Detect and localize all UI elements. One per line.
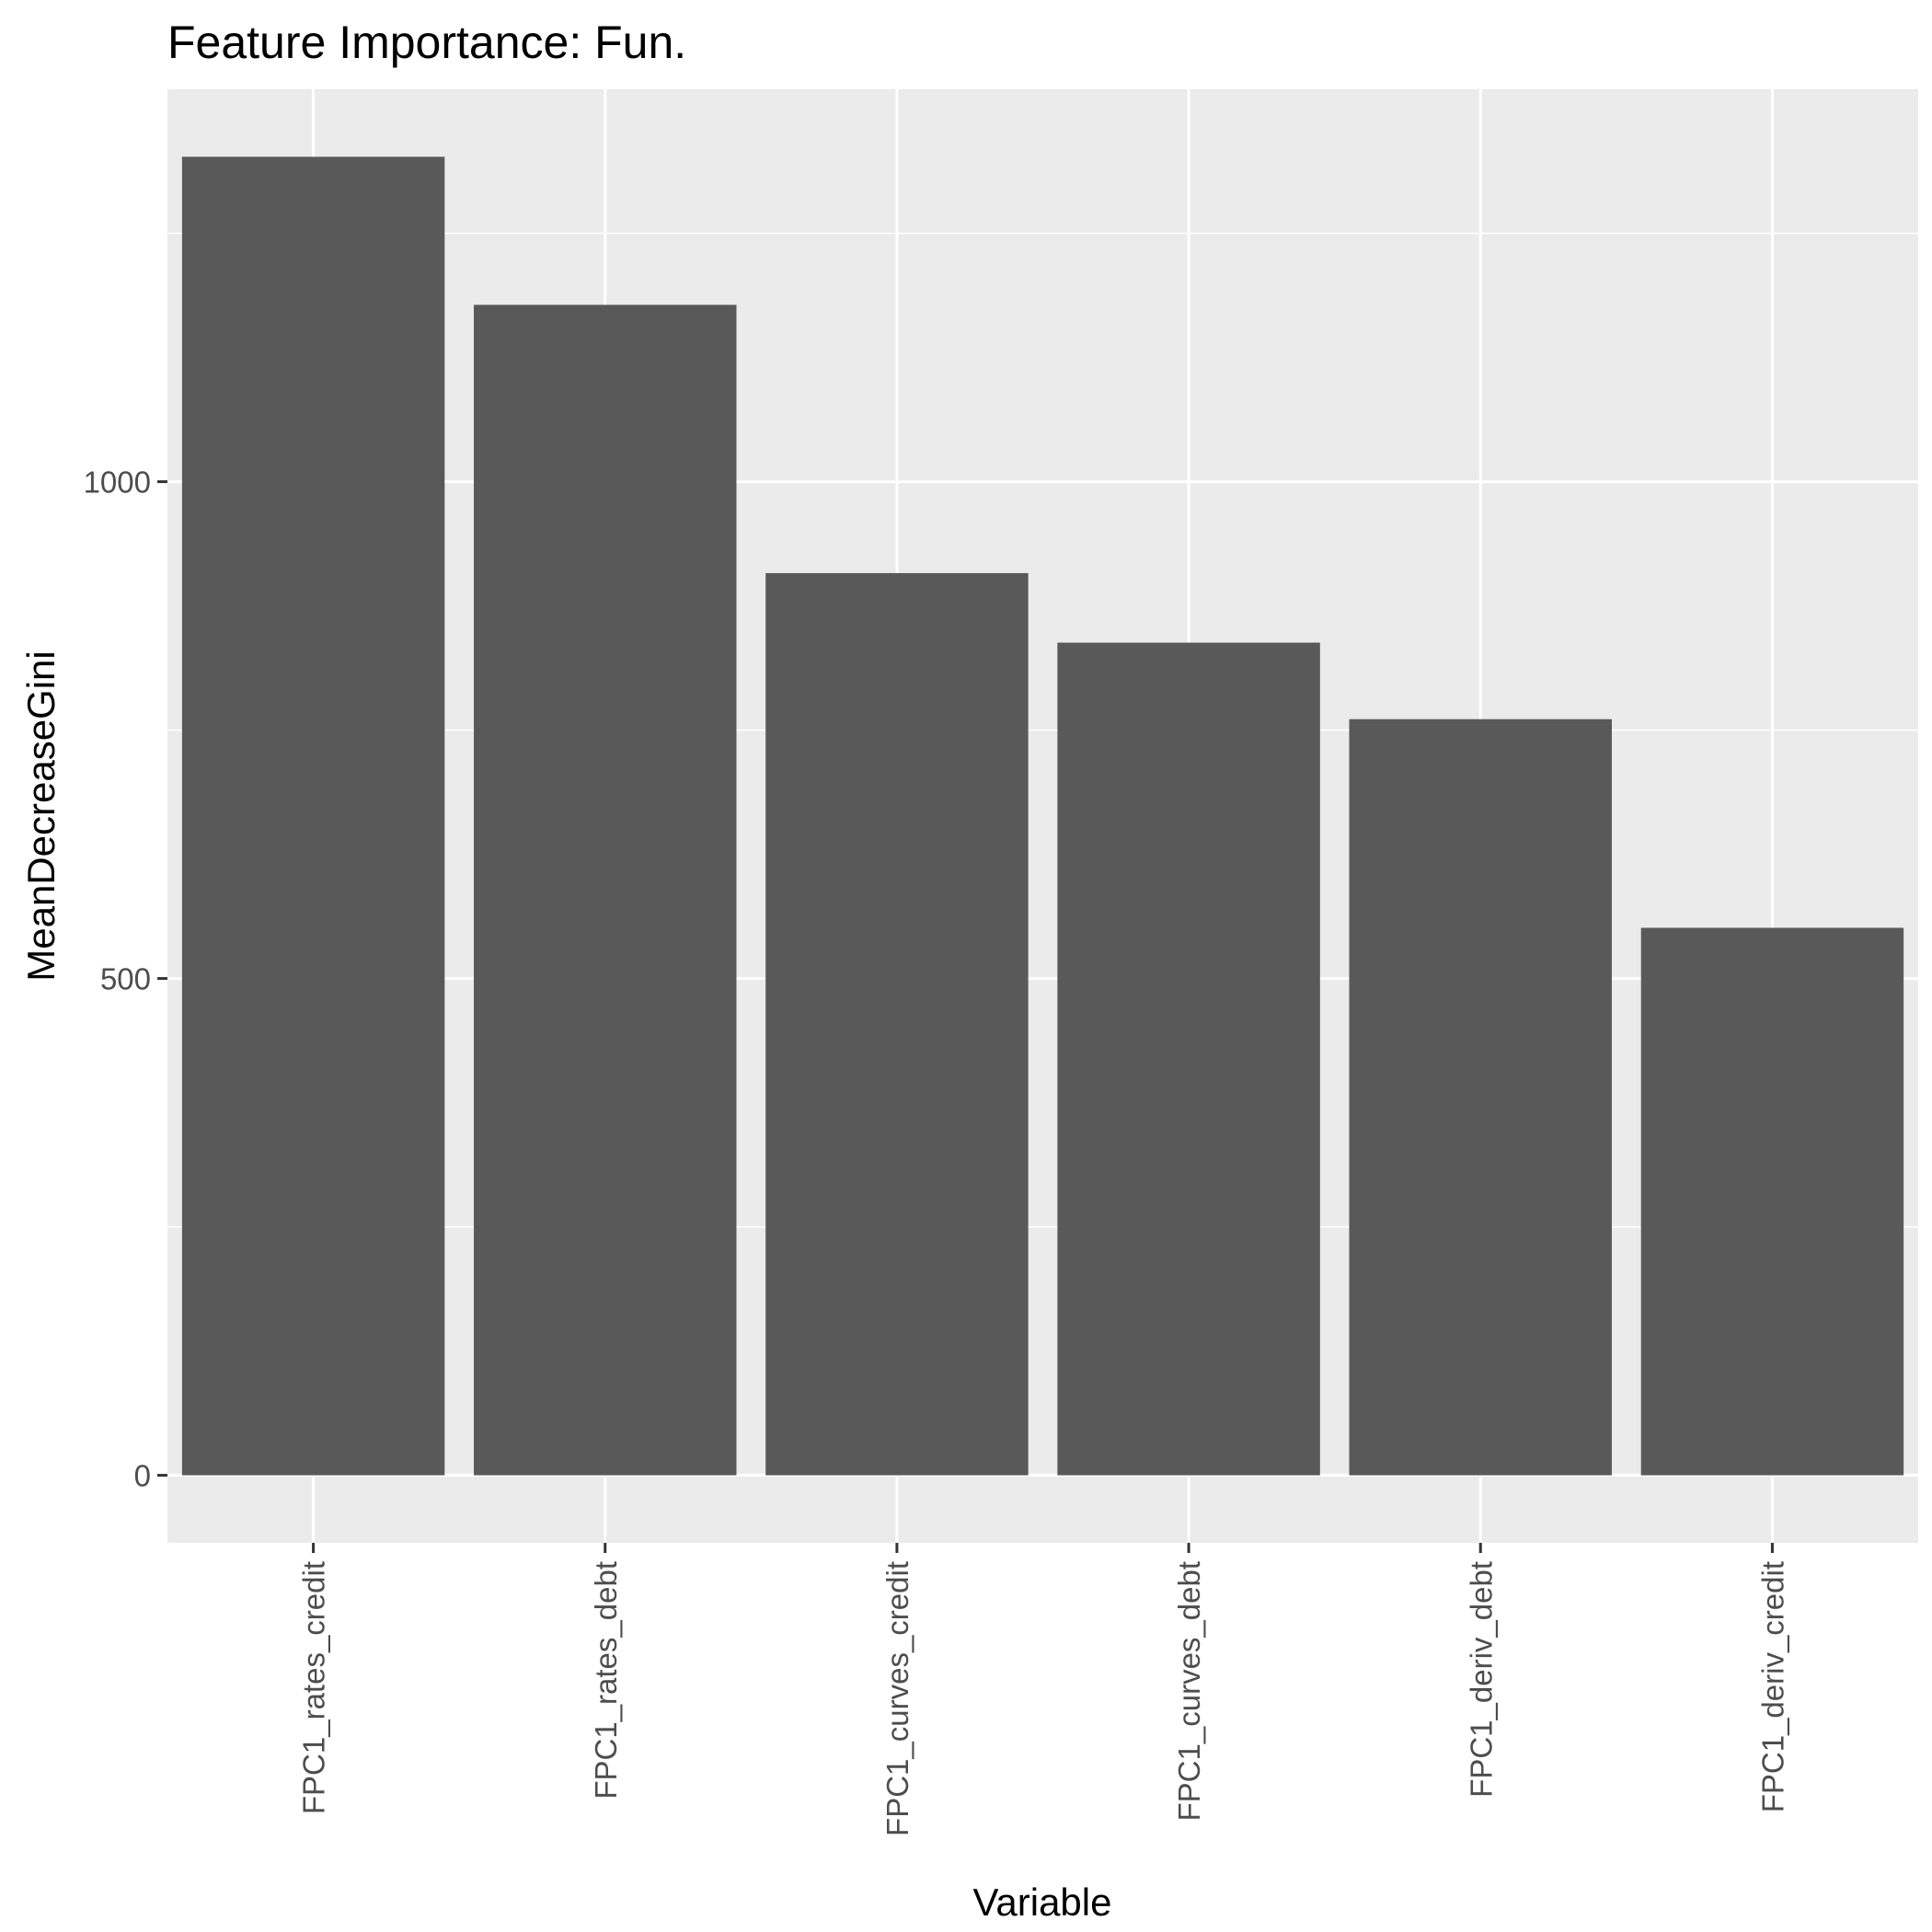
y-axis-title: MeanDecreaseGini: [19, 650, 63, 982]
bar-FPC1_curves_debt: [1057, 642, 1320, 1476]
bars: [181, 156, 1904, 1476]
x-tick-label: FPC1_rates_debt: [589, 1561, 623, 1800]
y-tick-label: 500: [100, 962, 151, 996]
x-tick-label: FPC1_rates_credit: [297, 1561, 331, 1814]
x-tick-label: FPC1_deriv_debt: [1464, 1561, 1498, 1798]
y-axis: 0 500 1000: [84, 466, 167, 1493]
y-tick-label: 1000: [84, 466, 151, 500]
x-tick-label: FPC1_deriv_credit: [1755, 1561, 1789, 1812]
bar-FPC1_curves_credit: [765, 572, 1029, 1476]
x-tick-label: FPC1_curves_debt: [1172, 1561, 1206, 1821]
bar-FPC1_rates_credit: [181, 156, 445, 1476]
bar-FPC1_deriv_debt: [1349, 719, 1612, 1476]
x-tick-label: FPC1_curves_credit: [880, 1561, 914, 1836]
y-tick-label: 0: [134, 1459, 151, 1493]
bar-FPC1_rates_debt: [474, 305, 737, 1476]
x-axis: FPC1_rates_credit FPC1_rates_debt FPC1_cur…: [297, 1543, 1789, 1836]
minor-gridlines: [167, 232, 1918, 1228]
plot-panel: [167, 89, 1918, 1543]
x-axis-title: Variable: [973, 1880, 1112, 1924]
chart-title: Feature Importance: Fun.: [167, 17, 686, 68]
bar-FPC1_deriv_credit: [1640, 927, 1904, 1476]
